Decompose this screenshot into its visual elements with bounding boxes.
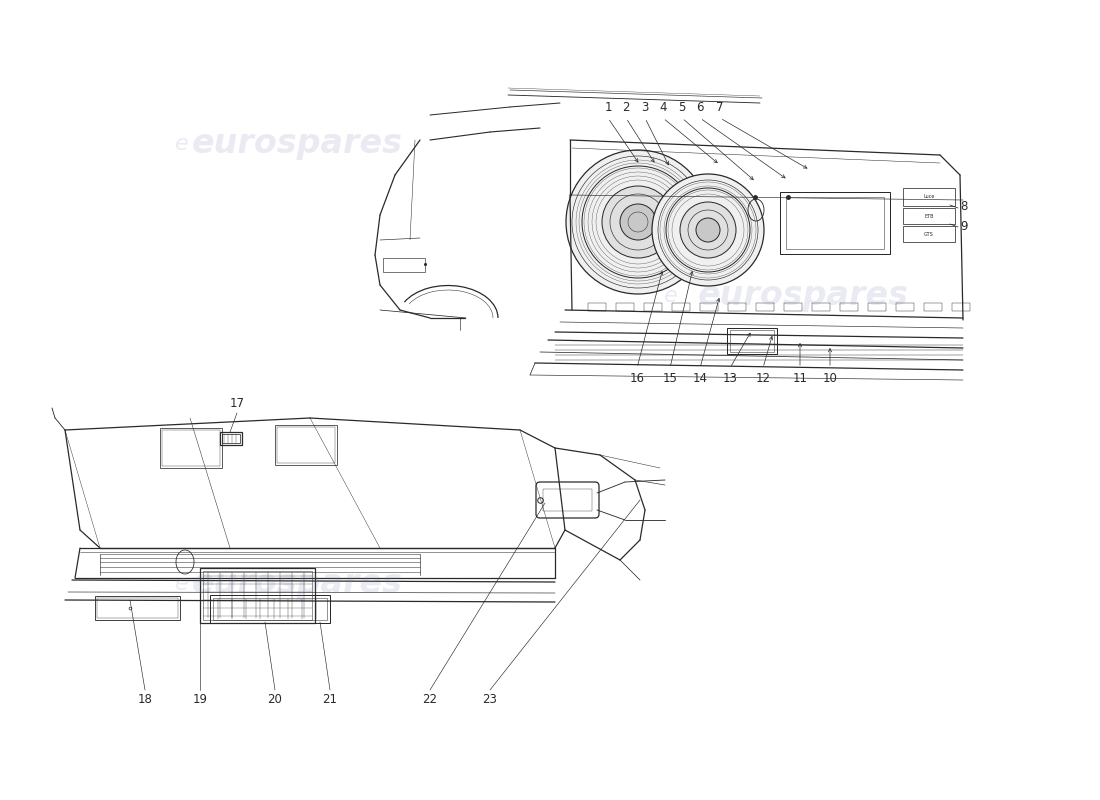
Bar	[840, 303, 858, 311]
Text: ETB: ETB	[924, 214, 934, 218]
Bar	[588, 303, 606, 311]
Bar	[730, 330, 774, 352]
Text: e: e	[664, 286, 678, 306]
Text: 11: 11	[792, 372, 807, 385]
Text: 1: 1	[604, 101, 612, 114]
Circle shape	[566, 150, 710, 294]
Bar	[903, 208, 955, 224]
Bar	[903, 226, 955, 242]
Text: 23: 23	[483, 693, 497, 706]
Text: 18: 18	[138, 693, 153, 706]
Text: 19: 19	[192, 693, 208, 706]
Text: 5: 5	[679, 101, 685, 114]
Text: eurospares: eurospares	[697, 279, 909, 313]
Text: 12: 12	[756, 372, 770, 385]
Text: eurospares: eurospares	[191, 127, 403, 161]
Text: 9: 9	[960, 219, 968, 233]
Bar	[903, 188, 955, 206]
Bar	[543, 489, 592, 511]
Circle shape	[652, 174, 764, 286]
Text: 15: 15	[662, 372, 678, 385]
Text: 10: 10	[823, 372, 837, 385]
Bar	[222, 434, 240, 443]
Text: 22: 22	[422, 693, 438, 706]
Circle shape	[696, 218, 720, 242]
Text: 20: 20	[267, 693, 283, 706]
Circle shape	[620, 204, 656, 240]
Text: 3: 3	[641, 101, 649, 114]
Bar	[97, 598, 178, 618]
Bar	[277, 427, 336, 463]
Text: 21: 21	[322, 693, 338, 706]
Text: GTS: GTS	[924, 231, 934, 237]
Text: 17: 17	[230, 397, 244, 410]
Text: 6: 6	[696, 101, 704, 114]
Bar	[786, 197, 884, 249]
Circle shape	[680, 202, 736, 258]
Bar	[924, 303, 942, 311]
Bar	[204, 571, 312, 620]
Text: eurospares: eurospares	[191, 567, 403, 601]
Bar	[672, 303, 690, 311]
Text: Luce: Luce	[923, 194, 935, 198]
Text: 14: 14	[693, 372, 707, 385]
Text: 8: 8	[960, 201, 967, 214]
Bar	[220, 432, 242, 445]
Text: 2: 2	[623, 101, 629, 114]
Bar	[780, 192, 890, 254]
Bar	[868, 303, 886, 311]
Bar	[160, 428, 222, 468]
Bar	[210, 595, 330, 623]
Bar	[784, 303, 802, 311]
Text: 7: 7	[716, 101, 724, 114]
Bar	[275, 425, 337, 465]
Bar	[756, 303, 774, 311]
Text: e: e	[175, 134, 188, 154]
Bar	[162, 430, 220, 466]
Bar	[896, 303, 914, 311]
Bar	[812, 303, 830, 311]
Bar	[383, 258, 425, 272]
Circle shape	[602, 186, 674, 258]
Bar	[200, 568, 315, 623]
Bar	[644, 303, 662, 311]
Bar	[700, 303, 718, 311]
Text: e: e	[175, 574, 188, 594]
Bar	[727, 328, 777, 354]
Text: 4: 4	[659, 101, 667, 114]
Bar	[95, 596, 180, 620]
Bar	[952, 303, 970, 311]
Text: 16: 16	[629, 372, 645, 385]
Bar	[616, 303, 634, 311]
Text: 13: 13	[723, 372, 737, 385]
Bar	[728, 303, 746, 311]
Bar	[213, 598, 327, 620]
